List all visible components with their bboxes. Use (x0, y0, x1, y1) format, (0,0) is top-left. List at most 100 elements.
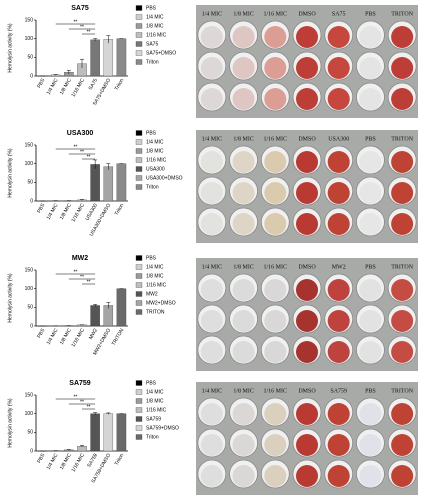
plate-label: TRITON (391, 11, 414, 17)
plate-label: 1/4 MIC (202, 136, 223, 142)
well-content (359, 341, 382, 363)
plate-label: 1/8 MIC (233, 136, 254, 142)
x-tick-label: 1/16 MIC (71, 202, 87, 223)
legend-label: 1/4 MIC (146, 14, 164, 20)
well-content (232, 213, 255, 235)
bar (90, 305, 100, 327)
legend-label: SA75+DMSO (146, 50, 176, 56)
legend-label: Triton (146, 184, 159, 190)
well-content (391, 434, 414, 456)
error-bar (80, 199, 84, 201)
well-content (264, 279, 287, 301)
significance-label: ** (73, 144, 77, 150)
well-content (264, 465, 287, 487)
well-content (327, 310, 350, 332)
plate-label: 1/4 MIC (202, 11, 223, 17)
plate-label: DMSO (298, 264, 316, 270)
error-bar (106, 412, 111, 415)
well-content (232, 57, 255, 79)
significance-label: ** (87, 279, 91, 285)
well-content (200, 310, 223, 332)
well-content (232, 279, 255, 301)
plate-label: 1/16 MIC (264, 136, 288, 142)
bar (103, 166, 114, 202)
well-content (391, 88, 414, 110)
legend-label: Triton (146, 59, 159, 65)
well-content (200, 26, 223, 48)
legend-swatch (135, 5, 143, 11)
plate-label: 1/8 MIC (233, 264, 254, 270)
well-content (359, 434, 382, 456)
error-bar (80, 58, 84, 69)
plate-label: 1/4 MIC (202, 264, 223, 270)
well-content (359, 88, 382, 110)
well-content (264, 403, 287, 425)
well-content (359, 310, 382, 332)
y-axis-label: Hemolysin activity (%) (7, 23, 13, 73)
legend-label: 1/16 MIC (146, 407, 167, 413)
well-content (359, 213, 382, 235)
significance-label: ** (73, 394, 77, 400)
well-content (327, 341, 350, 363)
error-bar (66, 449, 71, 451)
error-bar (80, 445, 84, 447)
bar (103, 305, 114, 327)
bar (90, 413, 100, 452)
well-content (264, 310, 287, 332)
well-content (296, 279, 318, 301)
x-tick-label: PBS (36, 327, 47, 339)
legend-swatch (135, 14, 143, 20)
legend-swatch (135, 59, 143, 65)
well-content (296, 341, 318, 363)
well-content (232, 26, 255, 48)
well-content (391, 57, 414, 79)
legend-swatch (135, 23, 143, 29)
error-bar (93, 38, 98, 41)
well-content (264, 182, 287, 204)
y-tick-label: 100 (25, 161, 34, 167)
well-content (200, 182, 223, 204)
error-bar (106, 35, 111, 44)
well-content (296, 57, 318, 79)
bar (103, 39, 114, 77)
legend-label: 1/8 MIC (146, 273, 164, 279)
bar (90, 39, 100, 77)
well-content (264, 151, 287, 173)
legend-swatch (135, 309, 143, 315)
bar (90, 164, 100, 202)
well-content (359, 151, 382, 173)
y-tick-label: 0 (30, 448, 33, 454)
well-content (327, 213, 350, 235)
legend-label: 1/16 MIC (146, 282, 167, 288)
y-axis-label: Hemolysin activity (%) (7, 148, 13, 198)
legend-swatch (135, 434, 143, 440)
well-content (327, 26, 350, 48)
legend-label: Triton (146, 434, 159, 440)
well-content (391, 151, 414, 173)
significance-label: ** (80, 274, 84, 280)
y-tick-label: 150 (25, 392, 34, 398)
y-tick-label: 150 (25, 142, 34, 148)
legend-label: PBS (146, 380, 157, 386)
legend-label: PBS (146, 130, 157, 136)
legend-label: PBS (146, 5, 157, 11)
x-tick-label: TRITON (111, 327, 126, 346)
plate-label: TRITON (391, 388, 414, 394)
significance-label: ** (73, 269, 77, 275)
legend-swatch (135, 398, 143, 404)
well-content (296, 310, 318, 332)
x-tick-label: PBS (36, 202, 47, 214)
plate-label: PBS (365, 264, 376, 270)
legend-label: 1/8 MIC (146, 23, 164, 29)
well-content (296, 182, 318, 204)
well-content (264, 26, 287, 48)
well-content (327, 403, 350, 425)
significance-label: ** (87, 404, 91, 410)
chart-title: MW2 (72, 255, 88, 262)
well-content (391, 182, 414, 204)
well-content (327, 279, 350, 301)
well-content (296, 434, 318, 456)
error-bar (93, 412, 98, 415)
legend-label: USA300+DMSO (146, 175, 183, 181)
